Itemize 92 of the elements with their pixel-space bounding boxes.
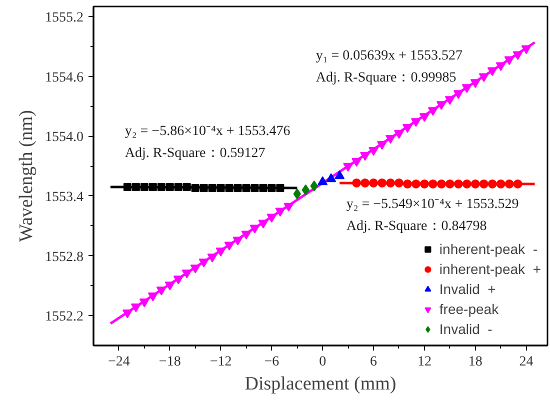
point — [378, 178, 387, 188]
legend-label: Invalid + — [439, 281, 496, 297]
point — [436, 101, 446, 110]
point — [140, 182, 148, 191]
legend-label: Invalid - — [439, 321, 492, 337]
point — [504, 56, 514, 66]
point — [521, 45, 532, 54]
point — [250, 184, 259, 192]
x-axis-title: Displacement (mm) — [244, 374, 396, 394]
point — [276, 184, 284, 192]
point — [478, 73, 489, 82]
point — [123, 182, 132, 191]
annotation: y₂ = −5.86×10⁻⁴x + 1553.476 — [124, 124, 290, 140]
point — [454, 179, 463, 188]
point — [445, 179, 454, 188]
x-tick-label: −24 — [108, 354, 130, 370]
point — [453, 90, 464, 99]
point — [334, 170, 345, 180]
point — [191, 184, 200, 192]
y-axis-title: Wavelength (nm) — [16, 110, 37, 242]
point — [369, 178, 378, 188]
point — [216, 184, 225, 192]
point — [368, 146, 379, 156]
point — [208, 184, 216, 192]
point — [419, 113, 430, 122]
point — [436, 179, 446, 188]
point — [174, 182, 182, 191]
point — [234, 184, 242, 192]
x-tick-label: 6 — [370, 354, 378, 370]
point — [512, 51, 523, 60]
point — [428, 179, 438, 188]
point — [444, 96, 455, 105]
legend-label: inherent-peak - — [439, 241, 538, 257]
point — [410, 118, 421, 127]
point — [377, 140, 388, 150]
point — [242, 184, 250, 192]
point — [479, 179, 488, 188]
y-tick-label: 1552.8 — [45, 250, 84, 265]
point — [326, 173, 336, 182]
y-tick-label: 1553.4 — [45, 190, 84, 205]
y-tick-label: 1555.2 — [45, 10, 84, 26]
point — [470, 179, 480, 188]
point — [200, 184, 208, 192]
point — [504, 179, 514, 188]
annotation: Adj. R-Square：0.99985 — [316, 70, 456, 86]
y-tick-label: 1554.0 — [45, 130, 84, 146]
point — [386, 135, 396, 144]
point — [343, 162, 354, 172]
point — [182, 182, 191, 191]
x-tick-label: 0 — [319, 354, 326, 370]
legend-label: free-peak — [439, 301, 499, 317]
x-tick-label: −12 — [210, 354, 232, 370]
point — [360, 178, 370, 188]
point — [496, 62, 506, 72]
point — [496, 179, 506, 188]
annotation: Adj. R-Square：0.59127 — [124, 146, 266, 162]
point — [513, 179, 522, 188]
point — [132, 182, 140, 191]
point — [259, 184, 268, 192]
point — [225, 184, 234, 192]
point — [352, 178, 362, 188]
x-tick-label: 12 — [417, 354, 432, 370]
point — [386, 178, 396, 188]
x-tick-label: −18 — [158, 354, 181, 370]
y-tick-label: 1552.2 — [45, 310, 84, 325]
point — [402, 124, 412, 133]
point — [148, 182, 157, 191]
y-tick-label: 1554.6 — [45, 70, 84, 86]
point — [360, 152, 370, 161]
point — [318, 176, 328, 186]
point — [394, 130, 404, 139]
point — [462, 84, 472, 93]
point — [428, 107, 438, 116]
annotation: Adj. R-Square：0.84798 — [346, 218, 487, 234]
point — [268, 184, 276, 192]
point — [402, 179, 412, 188]
point — [157, 182, 166, 191]
legend-label: inherent-peak + — [439, 261, 541, 277]
x-tick-label: 18 — [468, 354, 482, 370]
point — [352, 158, 362, 167]
point — [470, 79, 480, 88]
annotation: y₁ = 0.05639x + 1553.527 — [316, 48, 463, 64]
point — [488, 179, 497, 188]
point — [394, 178, 404, 188]
x-tick-label: 24 — [519, 354, 534, 370]
point — [166, 182, 174, 191]
point — [420, 179, 429, 188]
point — [487, 67, 498, 76]
point — [462, 179, 472, 188]
point — [411, 179, 420, 188]
x-tick-label: −6 — [264, 354, 280, 370]
annotation: y₂ = −5.549×10⁻⁴x + 1553.529 — [346, 196, 519, 212]
